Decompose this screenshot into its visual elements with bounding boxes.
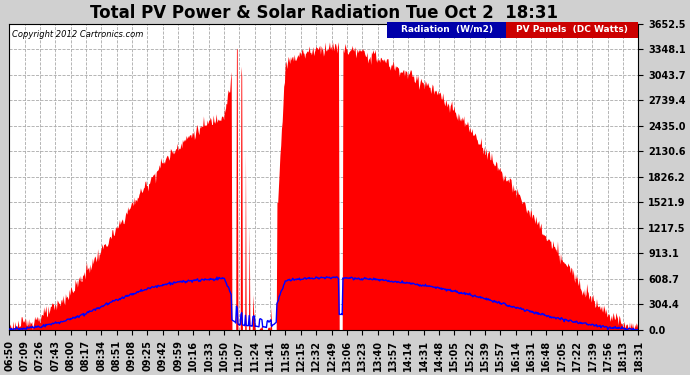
Text: Copyright 2012 Cartronics.com: Copyright 2012 Cartronics.com (12, 30, 144, 39)
Title: Total PV Power & Solar Radiation Tue Oct 2  18:31: Total PV Power & Solar Radiation Tue Oct… (90, 4, 558, 22)
